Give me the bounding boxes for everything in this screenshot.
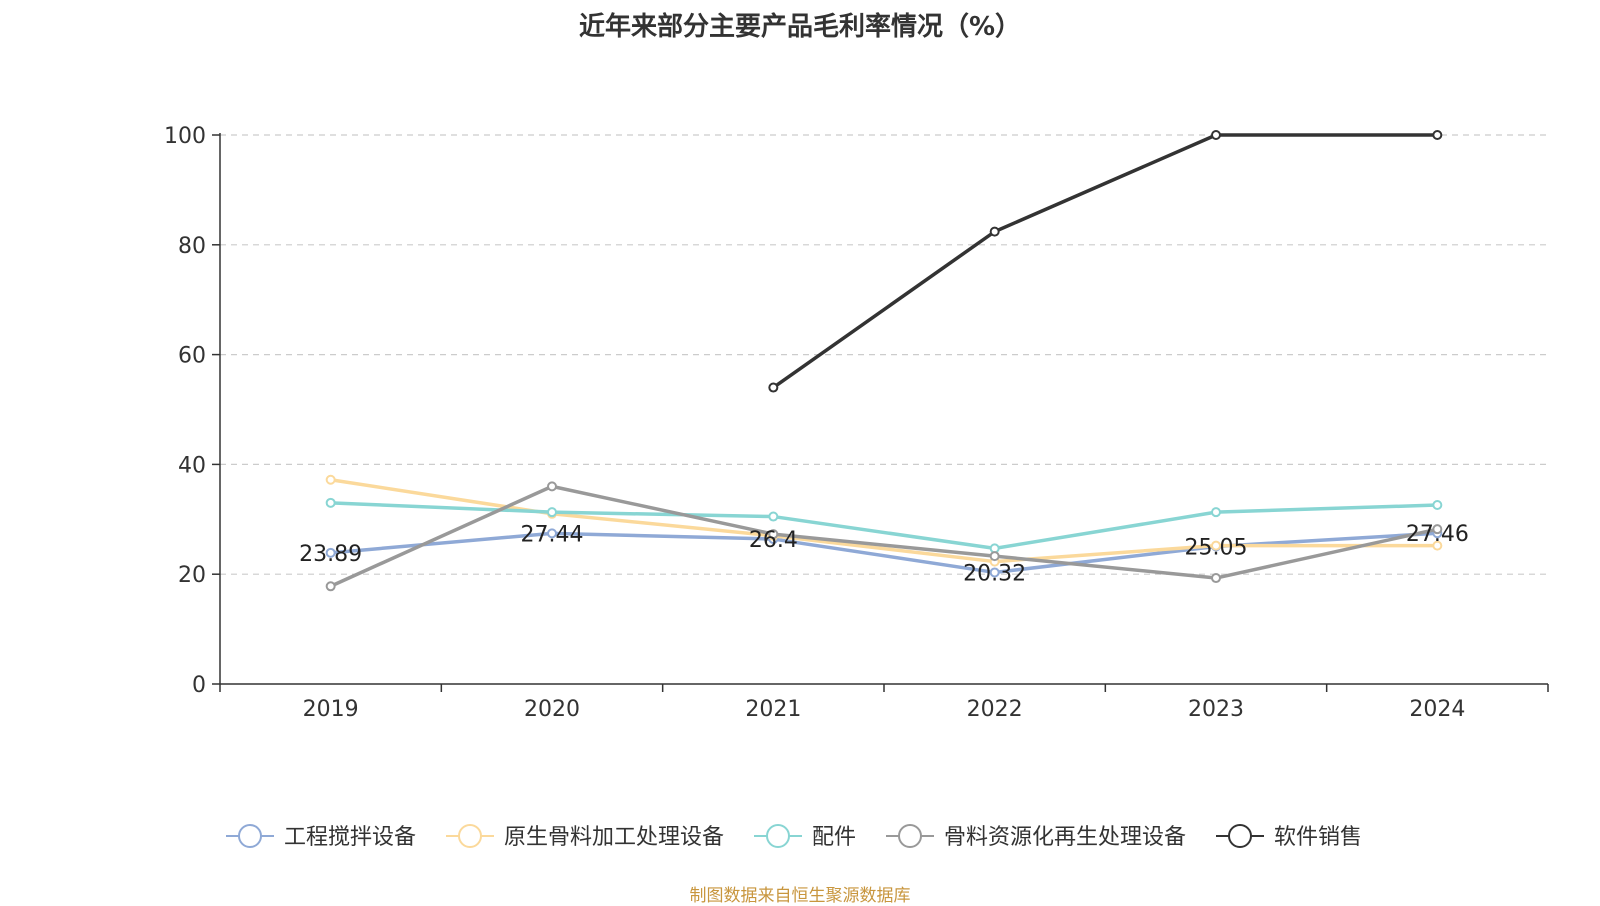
data-point	[325, 497, 336, 508]
axes: 0 20 40 60 80 100 2019 2020 2021 2022 2023 2024	[164, 124, 1549, 722]
data-point	[325, 547, 336, 558]
x-tick-label: 2022	[967, 697, 1023, 722]
data-point	[325, 474, 336, 485]
legend-marker	[1228, 824, 1252, 848]
data-point	[989, 226, 1000, 237]
data-point	[547, 528, 557, 539]
x-tick-label: 2023	[1188, 697, 1244, 722]
data-point	[325, 581, 336, 592]
data-label: 27.44	[521, 522, 584, 547]
data-point	[1211, 130, 1221, 140]
source-note: 制图数据来自恒生聚源数据库	[689, 886, 911, 906]
series-line	[330, 478, 1438, 564]
data-point	[1432, 524, 1443, 535]
data-point	[1432, 500, 1443, 511]
y-tick-label: 60	[178, 344, 206, 369]
series-4	[325, 481, 1443, 592]
legend-marker	[458, 824, 482, 848]
data-label: 27.46	[1406, 522, 1469, 547]
series-lines	[325, 130, 1443, 592]
x-tick-label: 2020	[524, 697, 580, 722]
data-point	[1211, 540, 1221, 551]
legend-label: 骨料资源化再生处理设备	[944, 825, 1186, 850]
data-point	[547, 507, 557, 518]
data-point	[768, 529, 779, 540]
y-tick-label: 20	[178, 563, 206, 588]
y-tick-label: 0	[192, 673, 206, 698]
legend-item: 工程搅拌设备	[226, 824, 416, 850]
legend-item: 原生骨料加工处理设备	[446, 824, 724, 850]
legend: 工程搅拌设备 原生骨料加工处理设备 配件 骨料资源化再生处理设备 软件销售	[226, 824, 1362, 850]
x-tick-label: 2021	[745, 697, 801, 722]
series-5	[768, 130, 1443, 393]
x-tick-label: 2024	[1409, 697, 1465, 722]
y-tick-label: 100	[164, 124, 206, 149]
series-line	[329, 484, 1438, 588]
legend-item: 软件销售	[1216, 824, 1362, 850]
legend-label: 软件销售	[1274, 825, 1362, 850]
data-point	[989, 551, 1000, 562]
y-tick-label: 40	[178, 453, 206, 478]
data-label: 25.05	[1185, 535, 1248, 560]
data-point	[1211, 573, 1221, 584]
data-point	[989, 567, 1000, 578]
data-point	[1211, 507, 1221, 518]
data-label: 26.4	[749, 528, 798, 553]
legend-marker	[898, 824, 922, 848]
data-labels: 23.89 27.44 26.4 20.32 25.05 27.46	[299, 522, 1469, 586]
data-point	[768, 382, 779, 393]
series-1	[325, 528, 1443, 578]
data-label: 20.32	[963, 561, 1026, 586]
data-point	[768, 511, 779, 522]
legend-marker	[766, 824, 790, 848]
grid-lines	[220, 134, 1548, 575]
legend-item: 配件	[754, 824, 856, 850]
data-label: 23.89	[299, 542, 362, 567]
x-tick-label: 2019	[303, 697, 359, 722]
legend-label: 配件	[812, 825, 856, 850]
y-tick-label: 80	[178, 234, 206, 259]
legend-label: 原生骨料加工处理设备	[504, 825, 724, 850]
series-line	[330, 501, 1438, 551]
chart-title: 近年来部分主要产品毛利率情况（%）	[578, 12, 1022, 42]
series-2	[325, 474, 1443, 567]
data-point	[1432, 130, 1443, 140]
data-point	[1432, 540, 1443, 551]
data-point	[547, 481, 557, 492]
legend-label: 工程搅拌设备	[284, 825, 416, 850]
legend-marker	[238, 824, 262, 848]
series-line	[772, 133, 1438, 389]
legend-item: 骨料资源化再生处理设备	[886, 824, 1186, 850]
